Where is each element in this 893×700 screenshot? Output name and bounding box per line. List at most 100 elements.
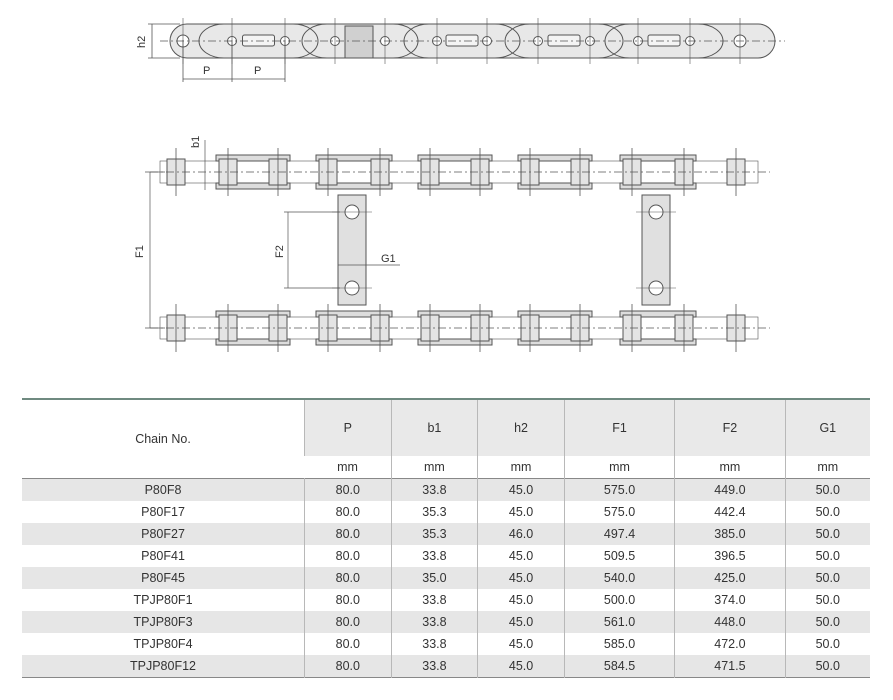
table-row: P80F41 80.0 33.8 45.0 509.5 396.5 50.0 xyxy=(22,545,870,567)
chain-drawing: h2 P P b1 F1 F2 G1 xyxy=(134,18,785,352)
cell-p: 80.0 xyxy=(304,589,392,611)
cell-f2: 471.5 xyxy=(674,655,786,678)
side-view-chain xyxy=(160,18,785,64)
col-b1: b1 xyxy=(390,399,478,456)
table-row: P80F17 80.0 35.3 45.0 575.0 442.4 50.0 xyxy=(22,501,870,523)
table-row: P80F27 80.0 35.3 46.0 497.4 385.0 50.0 xyxy=(22,523,870,545)
cell-f2: 425.0 xyxy=(674,567,786,589)
cell-b1: 33.8 xyxy=(390,611,478,633)
cell-b1: 33.8 xyxy=(390,478,478,501)
col-f2: F2 xyxy=(674,399,786,456)
cell-b1: 35.3 xyxy=(390,501,478,523)
cell-h2: 45.0 xyxy=(477,589,565,611)
cell-p: 80.0 xyxy=(304,501,392,523)
col-f1: F1 xyxy=(563,399,675,456)
table-row: TPJP80F4 80.0 33.8 45.0 585.0 472.0 50.0 xyxy=(22,633,870,655)
cell-b1: 33.8 xyxy=(390,655,478,678)
cell-h2: 45.0 xyxy=(477,501,565,523)
unit: mm xyxy=(477,456,565,479)
cell-chain-no: TPJP80F12 xyxy=(22,655,305,678)
cell-b1: 33.8 xyxy=(390,633,478,655)
cell-b1: 35.0 xyxy=(390,567,478,589)
cell-p: 80.0 xyxy=(304,523,392,545)
outer-plate xyxy=(315,310,393,318)
plan-view-chain xyxy=(145,140,770,352)
unit: mm xyxy=(563,456,675,479)
outer-plate xyxy=(619,182,697,190)
cell-f1: 575.0 xyxy=(563,501,675,523)
cell-h2: 45.0 xyxy=(477,611,565,633)
unit: mm xyxy=(390,456,478,479)
cell-f2: 449.0 xyxy=(674,478,786,501)
cell-b1: 33.8 xyxy=(390,589,478,611)
cell-chain-no: P80F41 xyxy=(141,549,185,563)
cell-f1: 585.0 xyxy=(563,633,675,655)
cell-f1: 561.0 xyxy=(563,611,675,633)
cell-g1: 50.0 xyxy=(784,633,870,655)
outer-plate xyxy=(517,182,593,190)
cell-p: 80.0 xyxy=(304,611,392,633)
label-f1: F1 xyxy=(134,245,146,258)
cell-f1: 584.5 xyxy=(563,655,675,678)
slot xyxy=(242,34,275,47)
cell-f2: 385.0 xyxy=(674,523,786,545)
cell-g1: 50.0 xyxy=(784,611,870,633)
cell-g1: 50.0 xyxy=(784,478,870,501)
cell-p: 80.0 xyxy=(304,633,392,655)
cell-g1: 50.0 xyxy=(784,567,870,589)
cell-f1: 540.0 xyxy=(563,567,675,589)
cell-f1: 500.0 xyxy=(563,589,675,611)
outer-plate xyxy=(215,154,291,162)
label-f2: F2 xyxy=(274,245,286,258)
outer-plate xyxy=(619,310,697,318)
cell-chain-no: P80F8 xyxy=(22,478,305,501)
outer-plate xyxy=(315,182,393,190)
attachment-block xyxy=(344,25,374,59)
cell-chain-no: TPJP80F3 xyxy=(22,611,305,633)
unit: mm xyxy=(784,456,870,479)
cell-chain-no: P80F45 xyxy=(22,567,305,589)
cell-f2: 448.0 xyxy=(674,611,786,633)
col-chain-no: Chain No. xyxy=(22,399,305,479)
cell-p: 80.0 xyxy=(304,545,392,567)
outer-plate xyxy=(619,338,697,346)
label-g1: G1 xyxy=(381,253,396,265)
cell-p: 80.0 xyxy=(304,655,392,678)
cell-chain-no: P80F17 xyxy=(141,505,185,519)
label-b1: b1 xyxy=(190,136,202,148)
cell-p: 80.0 xyxy=(304,478,392,501)
outer-plate xyxy=(619,154,697,162)
outer-plate xyxy=(517,338,593,346)
cell-chain-no: TPJP80F4 xyxy=(133,637,193,651)
label-p2: P xyxy=(254,65,261,77)
table-row: P80F45 80.0 35.0 45.0 540.0 425.0 50.0 xyxy=(22,567,870,589)
outer-plate xyxy=(417,182,493,190)
table-row: TPJP80F12 80.0 33.8 45.0 584.5 471.5 50.0 xyxy=(22,655,870,678)
cell-b1: 35.3 xyxy=(390,523,478,545)
cell-f2: 472.0 xyxy=(674,633,786,655)
outer-plate xyxy=(315,338,393,346)
cell-f2: 374.0 xyxy=(674,589,786,611)
table-row: P80F8 80.0 33.8 45.0 575.0 449.0 50.0 xyxy=(22,478,870,501)
cell-f1: 575.0 xyxy=(563,478,675,501)
cell-f2: 396.5 xyxy=(674,545,786,567)
cell-h2: 45.0 xyxy=(477,633,565,655)
inner-plate-edge xyxy=(504,23,624,59)
cell-h2: 45.0 xyxy=(477,545,565,567)
cell-b1: 33.8 xyxy=(390,545,478,567)
col-g1: G1 xyxy=(784,399,870,456)
unit-row: mm mm mm mm mm mm xyxy=(22,456,870,479)
cell-g1: 50.0 xyxy=(784,501,870,523)
cell-p: 80.0 xyxy=(304,567,392,589)
col-h2: h2 xyxy=(477,399,565,456)
cell-chain-no: P80F27 xyxy=(22,523,305,545)
cell-h2: 46.0 xyxy=(477,523,565,545)
outer-plate xyxy=(215,182,291,190)
outer-plate xyxy=(315,154,393,162)
cell-f1: 509.5 xyxy=(563,545,675,567)
cell-f1: 497.4 xyxy=(563,523,675,545)
unit: mm xyxy=(674,456,786,479)
chain-spec-table: Chain No. P b1 h2 F1 F2 G1 mm mm mm mm m… xyxy=(22,398,870,678)
cell-g1: 50.0 xyxy=(784,589,870,611)
dimension-h2 xyxy=(148,23,180,59)
